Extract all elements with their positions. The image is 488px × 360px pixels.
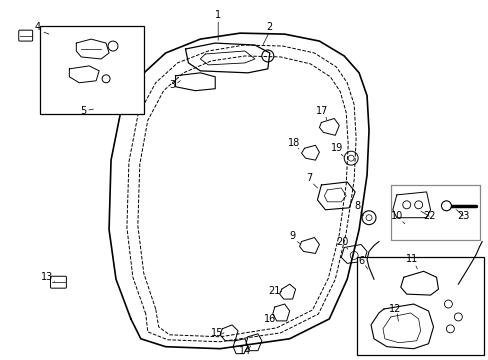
Bar [390, 185, 479, 239]
Text: 19: 19 [330, 143, 343, 153]
Text: 20: 20 [335, 237, 348, 247]
Text: 23: 23 [456, 211, 468, 221]
Text: 1: 1 [215, 10, 221, 20]
FancyBboxPatch shape [50, 276, 66, 288]
Text: 6: 6 [357, 256, 364, 266]
Text: 12: 12 [388, 304, 400, 314]
Text: 13: 13 [41, 272, 54, 282]
Text: 15: 15 [211, 328, 223, 338]
Text: 10: 10 [390, 211, 402, 221]
Text: 8: 8 [353, 201, 360, 211]
Text: 17: 17 [316, 105, 328, 116]
FancyBboxPatch shape [19, 30, 33, 41]
Text: 21: 21 [268, 286, 281, 296]
Circle shape [441, 201, 450, 211]
Text: 3: 3 [169, 80, 175, 90]
Bar [40, 26, 143, 113]
Text: 14: 14 [238, 346, 251, 356]
Bar [356, 257, 483, 355]
Text: 4: 4 [35, 22, 41, 32]
Text: 18: 18 [287, 138, 299, 148]
Text: 9: 9 [289, 230, 295, 240]
Text: 16: 16 [263, 314, 275, 324]
Text: 7: 7 [306, 173, 312, 183]
Text: 22: 22 [423, 211, 435, 221]
Text: 11: 11 [405, 255, 417, 264]
Text: 2: 2 [266, 22, 272, 32]
Text: 5: 5 [80, 105, 86, 116]
